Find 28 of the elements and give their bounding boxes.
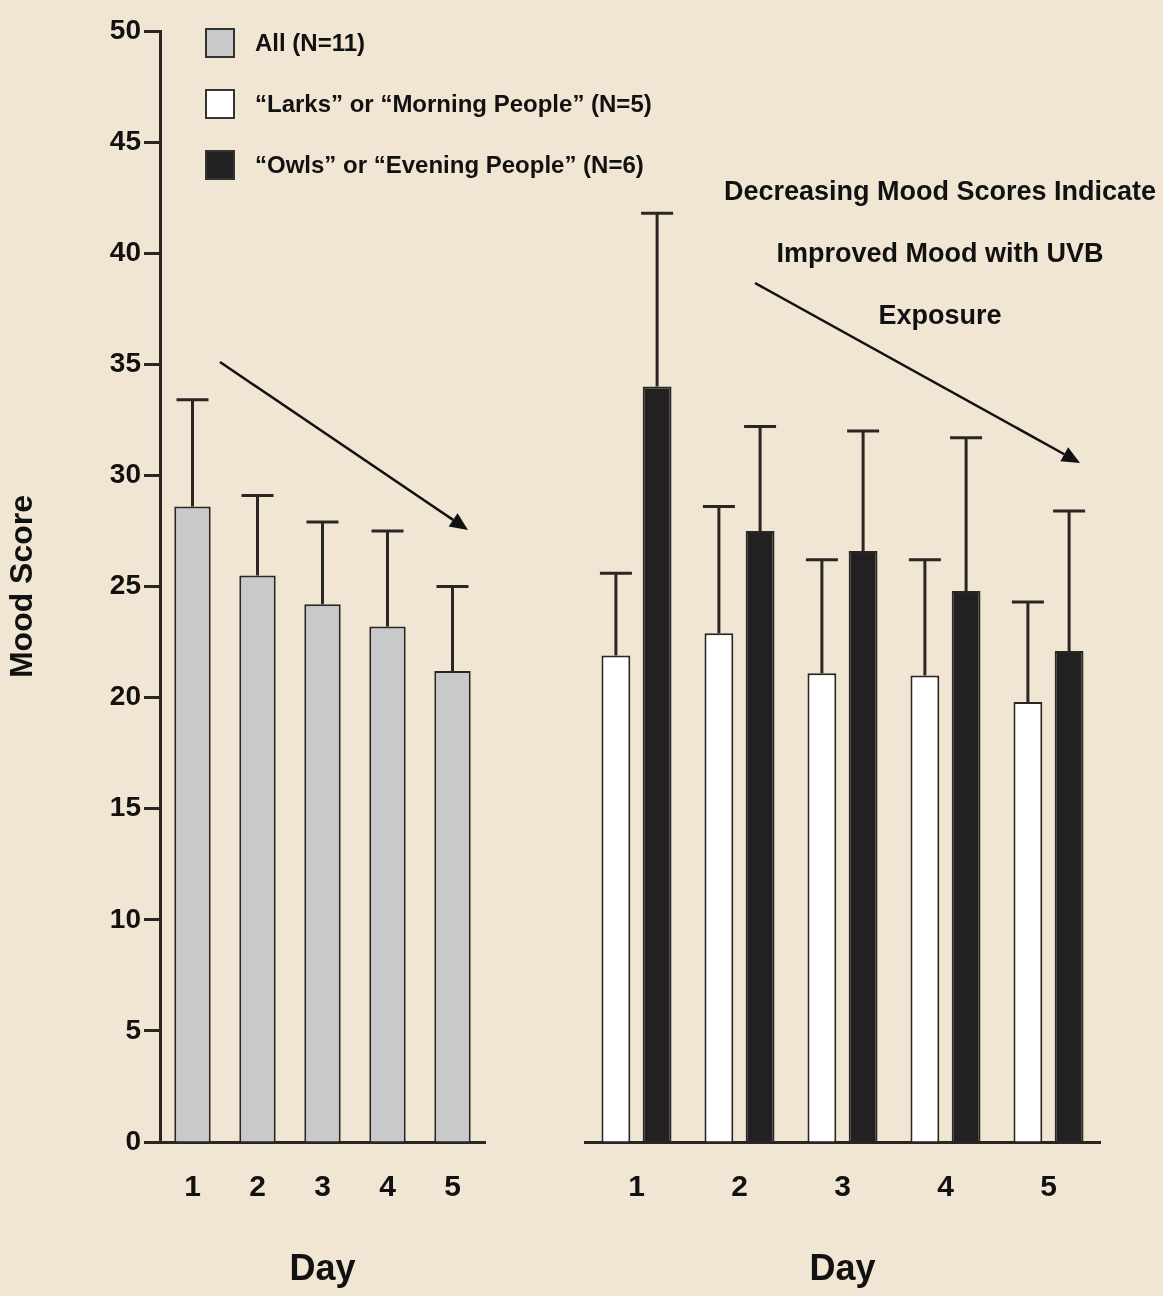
x-tick-label: 4 xyxy=(379,1169,397,1203)
y-tick-label: 25 xyxy=(109,569,141,601)
y-tick-label: 45 xyxy=(109,124,141,156)
x-tick-label: 2 xyxy=(249,1169,266,1203)
legend-label: All (N=11) xyxy=(255,28,366,57)
x-tick-label: 3 xyxy=(314,1169,331,1203)
x-tick-label: 2 xyxy=(731,1169,748,1203)
y-axis-title: Mood Score xyxy=(3,494,40,679)
x-tick-label: 1 xyxy=(184,1169,201,1203)
y-tick-label: 10 xyxy=(109,902,141,934)
annotation: Decreasing Mood Scores Indicate Improved Mood with UVB Exposure xyxy=(722,175,1158,332)
y-tick-label: 50 xyxy=(109,13,141,45)
y-tick-label: 20 xyxy=(109,680,141,712)
y-tick-label: 30 xyxy=(109,458,141,490)
legend-label: “Larks” or “Morning People” (N=5) xyxy=(255,89,652,118)
x-tick-label: 3 xyxy=(834,1169,851,1203)
x-tick-label: 5 xyxy=(1040,1169,1057,1203)
x-tick-label: 1 xyxy=(628,1169,645,1203)
x-tick-label: 4 xyxy=(937,1169,955,1203)
y-tick-label: 15 xyxy=(109,791,141,823)
x-axis-title: Day xyxy=(809,1247,876,1289)
y-tick-label: 0 xyxy=(125,1124,141,1156)
x-axis-title: Day xyxy=(289,1247,356,1289)
y-tick-label: 5 xyxy=(125,1013,141,1045)
x-tick-label: 5 xyxy=(444,1169,461,1203)
y-tick-label: 40 xyxy=(109,235,141,267)
y-tick-label: 35 xyxy=(109,347,141,379)
legend-label: “Owls” or “Evening People” (N=6) xyxy=(255,150,644,179)
